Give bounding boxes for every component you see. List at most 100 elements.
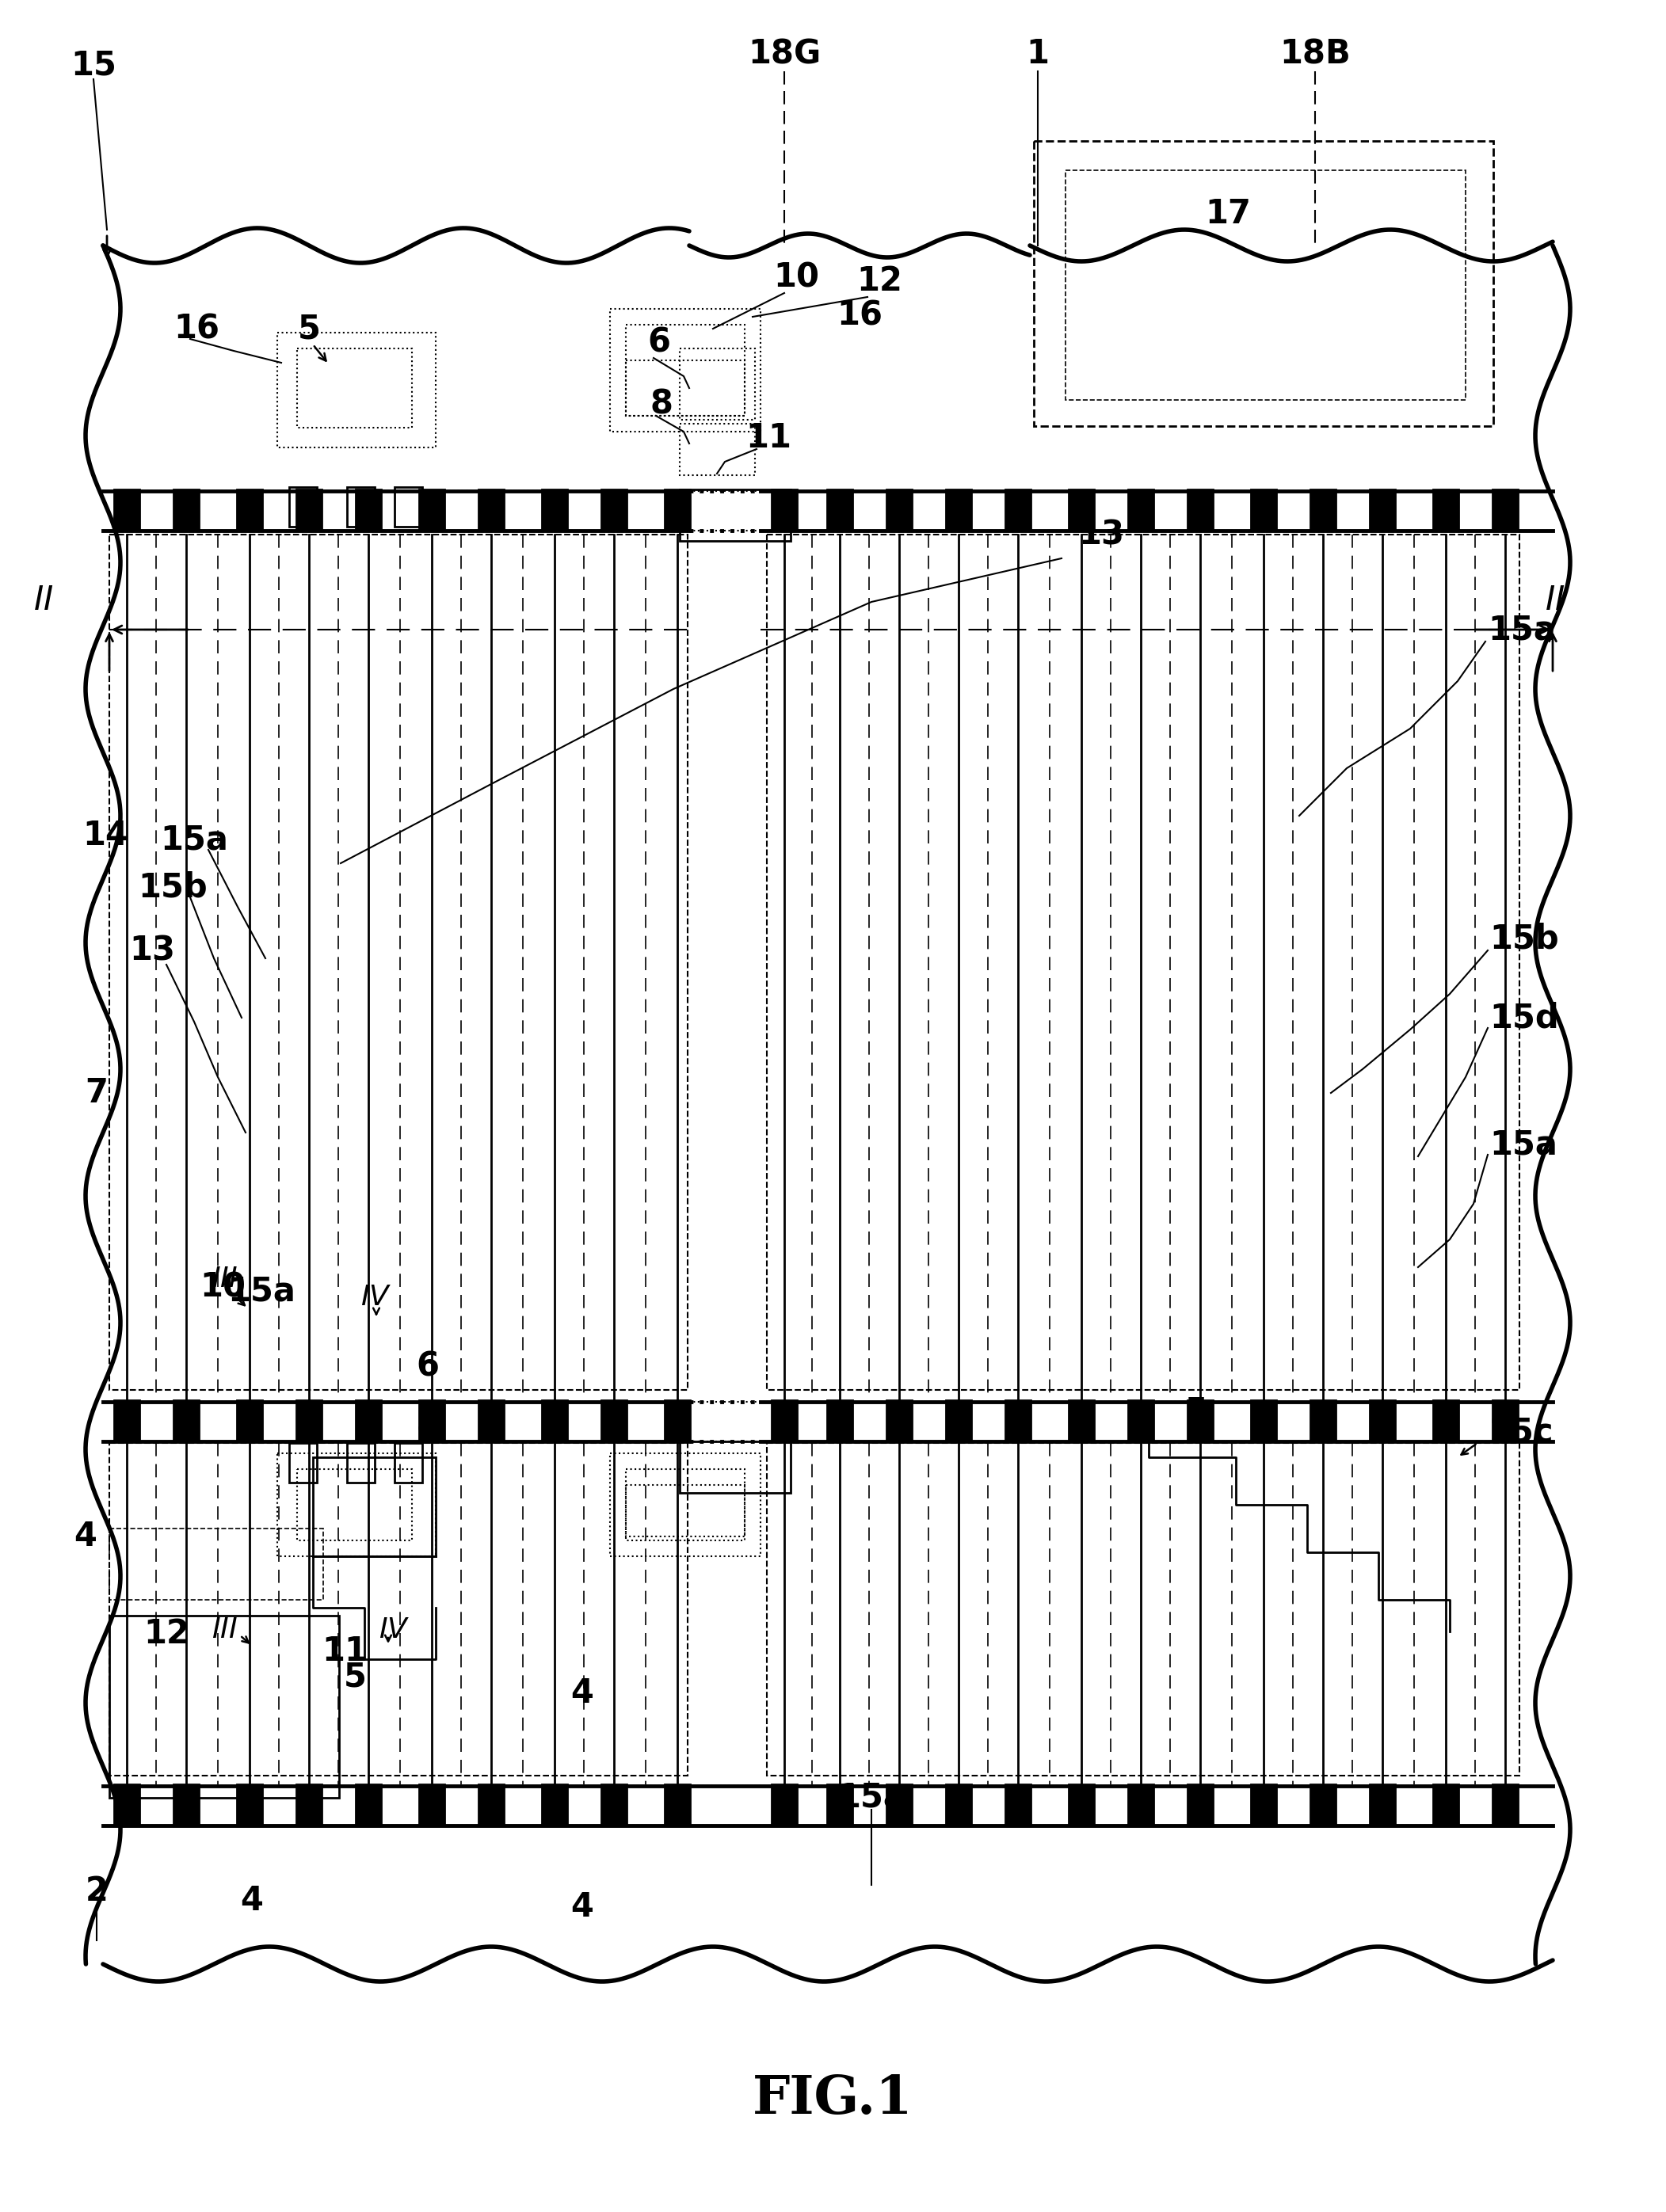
Bar bbox=[1433, 1785, 1458, 1825]
Bar bbox=[1309, 1785, 1336, 1825]
Bar bbox=[665, 489, 690, 531]
Text: 4: 4 bbox=[571, 1891, 593, 1924]
Bar bbox=[113, 489, 140, 531]
Bar bbox=[1251, 1785, 1276, 1825]
Bar bbox=[680, 489, 791, 542]
Text: 12: 12 bbox=[143, 1617, 190, 1650]
Bar bbox=[110, 1442, 688, 1776]
Text: 17: 17 bbox=[1205, 197, 1251, 230]
Text: 6: 6 bbox=[648, 325, 671, 358]
Bar bbox=[395, 1442, 421, 1482]
Text: 15d: 15d bbox=[1489, 1002, 1559, 1035]
Text: 16: 16 bbox=[836, 299, 883, 332]
Text: 18G: 18G bbox=[748, 38, 821, 71]
Bar bbox=[1005, 1785, 1031, 1825]
Bar bbox=[1493, 1785, 1518, 1825]
Bar bbox=[1068, 489, 1095, 531]
Bar bbox=[626, 1484, 745, 1537]
Bar bbox=[113, 1785, 140, 1825]
Text: 13: 13 bbox=[1078, 518, 1125, 551]
Bar bbox=[277, 1453, 436, 1557]
Bar bbox=[1369, 1785, 1394, 1825]
Text: 1: 1 bbox=[1026, 38, 1050, 71]
Text: 5: 5 bbox=[343, 1661, 367, 1694]
Text: 8: 8 bbox=[650, 387, 673, 420]
Bar bbox=[680, 1442, 791, 1493]
Bar bbox=[237, 1400, 262, 1442]
Bar bbox=[541, 489, 566, 531]
Bar bbox=[1068, 1400, 1095, 1442]
Bar bbox=[626, 361, 745, 416]
Text: 15b: 15b bbox=[1489, 922, 1559, 956]
Bar bbox=[113, 1400, 140, 1442]
Bar bbox=[297, 1785, 322, 1825]
Bar bbox=[1251, 489, 1276, 531]
Text: 13: 13 bbox=[130, 933, 175, 967]
Bar bbox=[478, 489, 503, 531]
Bar bbox=[297, 349, 412, 427]
Bar bbox=[626, 1469, 745, 1540]
Bar bbox=[826, 1400, 853, 1442]
Text: 4: 4 bbox=[773, 1400, 796, 1433]
Bar bbox=[1188, 1785, 1213, 1825]
Bar bbox=[1493, 1400, 1518, 1442]
Bar bbox=[357, 489, 382, 531]
Bar bbox=[886, 1400, 911, 1442]
Text: 5: 5 bbox=[1185, 1396, 1208, 1429]
Bar bbox=[297, 1400, 322, 1442]
Bar bbox=[173, 1400, 198, 1442]
Bar bbox=[357, 1785, 382, 1825]
Bar bbox=[541, 1785, 566, 1825]
Bar bbox=[826, 1785, 853, 1825]
Bar bbox=[277, 332, 436, 447]
Bar bbox=[601, 1400, 626, 1442]
Text: 15a: 15a bbox=[160, 823, 228, 856]
Bar bbox=[1066, 170, 1466, 400]
Bar bbox=[110, 1528, 323, 1599]
Bar bbox=[626, 325, 745, 416]
Bar bbox=[478, 1785, 503, 1825]
Bar bbox=[1068, 1785, 1095, 1825]
Bar bbox=[1251, 1400, 1276, 1442]
Bar bbox=[1309, 489, 1336, 531]
Bar bbox=[766, 1442, 1519, 1776]
Bar bbox=[601, 1785, 626, 1825]
Bar bbox=[680, 425, 755, 476]
Bar bbox=[1005, 1400, 1031, 1442]
Text: 11: 11 bbox=[322, 1635, 368, 1668]
Bar bbox=[771, 1400, 796, 1442]
Bar bbox=[110, 1615, 340, 1798]
Bar bbox=[665, 1400, 690, 1442]
Bar bbox=[766, 535, 1519, 1389]
Bar bbox=[680, 349, 755, 420]
Bar bbox=[1369, 1400, 1394, 1442]
Text: 7: 7 bbox=[85, 1077, 108, 1110]
Bar bbox=[1005, 489, 1031, 531]
Bar bbox=[110, 535, 688, 1389]
Bar bbox=[886, 1785, 911, 1825]
Bar bbox=[601, 489, 626, 531]
Bar bbox=[420, 1785, 445, 1825]
Text: $\it{II}$: $\it{II}$ bbox=[1544, 584, 1564, 617]
Bar bbox=[290, 1442, 317, 1482]
Bar bbox=[1188, 1400, 1213, 1442]
Text: 16: 16 bbox=[173, 312, 220, 345]
Text: 2: 2 bbox=[85, 1874, 108, 1909]
Bar bbox=[610, 310, 760, 431]
Text: 15a: 15a bbox=[838, 1781, 905, 1814]
Text: $\it{II}$: $\it{II}$ bbox=[33, 584, 53, 617]
Text: 12: 12 bbox=[856, 265, 903, 299]
Bar bbox=[297, 489, 322, 531]
Bar bbox=[1433, 1400, 1458, 1442]
Bar bbox=[1493, 489, 1518, 531]
Bar bbox=[946, 489, 971, 531]
Text: 4: 4 bbox=[571, 1677, 593, 1710]
Text: 15a: 15a bbox=[228, 1274, 295, 1307]
Bar bbox=[420, 1400, 445, 1442]
Bar bbox=[357, 1400, 382, 1442]
Text: 15: 15 bbox=[70, 49, 117, 82]
Bar bbox=[173, 1785, 198, 1825]
Text: $\it{III}$: $\it{III}$ bbox=[212, 1617, 238, 1644]
Bar bbox=[347, 1442, 375, 1482]
Bar bbox=[297, 1469, 412, 1540]
